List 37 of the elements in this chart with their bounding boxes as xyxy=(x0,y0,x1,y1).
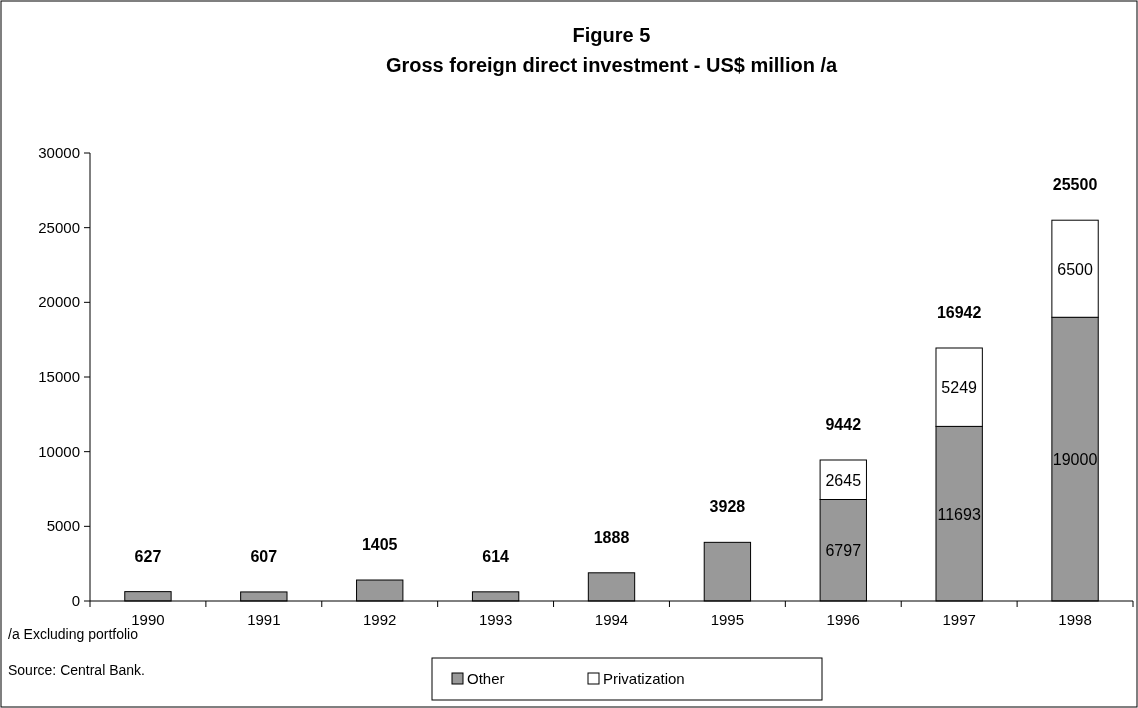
y-tick-label: 10000 xyxy=(38,442,80,460)
total-label: 1888 xyxy=(593,528,630,546)
data-label: 6797 xyxy=(825,542,862,560)
total-label: 25500 xyxy=(1052,176,1098,194)
x-tick-label: 1997 xyxy=(942,611,976,628)
x-tick-label: 1995 xyxy=(710,611,745,628)
y-tick-label: 30000 xyxy=(38,144,80,161)
x-tick-label: 1998 xyxy=(1058,611,1092,628)
legend-label: Other xyxy=(467,670,505,687)
x-tick-label: 1990 xyxy=(131,611,165,628)
data-label: 2645 xyxy=(825,471,862,489)
total-label: 627 xyxy=(134,547,162,565)
x-tick-label: 1992 xyxy=(363,611,397,628)
legend-label: Privatization xyxy=(603,670,685,687)
chart-title: Figure 5 xyxy=(572,24,651,46)
total-label: 16942 xyxy=(936,304,982,321)
y-tick-label: 15000 xyxy=(38,368,80,385)
data-label: 5249 xyxy=(941,379,978,397)
y-tick-label: 25000 xyxy=(38,218,80,236)
data-label: 11693 xyxy=(937,505,981,523)
x-tick-label: 1991 xyxy=(247,611,281,628)
x-tick-label: 1993 xyxy=(478,611,513,628)
total-label: 3928 xyxy=(709,498,746,516)
x-tick-label: 1996 xyxy=(826,611,860,628)
y-tick-label: 5000 xyxy=(46,517,80,535)
total-label: 1405 xyxy=(361,536,398,554)
x-tick-label: 1994 xyxy=(594,611,629,628)
total-label: 614 xyxy=(482,547,510,565)
y-tick-label: 20000 xyxy=(38,293,80,311)
data-label: 19000 xyxy=(1052,451,1098,469)
chart-subtitle: Gross foreign direct investment - US$ million /a xyxy=(385,54,838,76)
total-label: 607 xyxy=(250,547,278,565)
source-note: Source: Central Bank. xyxy=(8,662,145,678)
text: /a Excluding portfolio xyxy=(8,626,139,642)
y-tick-label: 0 xyxy=(71,592,80,609)
total-label: 9442 xyxy=(825,416,862,433)
data-label: 6500 xyxy=(1057,260,1093,278)
